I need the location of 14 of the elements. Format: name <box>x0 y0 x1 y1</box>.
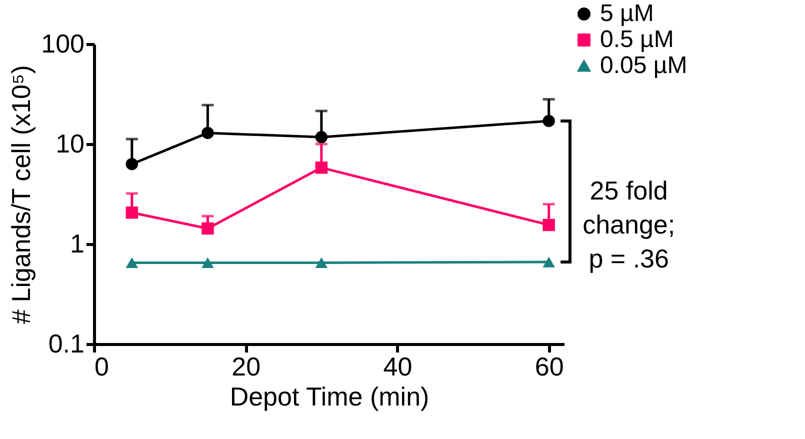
y-tick-label: 100 <box>41 28 84 58</box>
x-axis-title: Depot Time (min) <box>230 382 430 412</box>
x-tick-label: 60 <box>534 352 564 382</box>
y-axis-title: # Ligands/T cell (x10⁵) <box>6 65 36 324</box>
y-tick-label: 10 <box>56 128 84 158</box>
x-tick-label: 0 <box>94 352 109 382</box>
legend-label: 0.5 µM <box>600 26 674 53</box>
legend-label: 5 µM <box>600 0 654 27</box>
y-tick-label: 1 <box>70 228 84 258</box>
text: 25 fold change; p = .36 <box>582 176 676 274</box>
legend-label: 0.05 µM <box>600 52 688 79</box>
x-tick-label: 20 <box>232 352 261 382</box>
y-tick-label: 0.1 <box>48 328 84 358</box>
x-tick-label: 40 <box>383 352 412 382</box>
